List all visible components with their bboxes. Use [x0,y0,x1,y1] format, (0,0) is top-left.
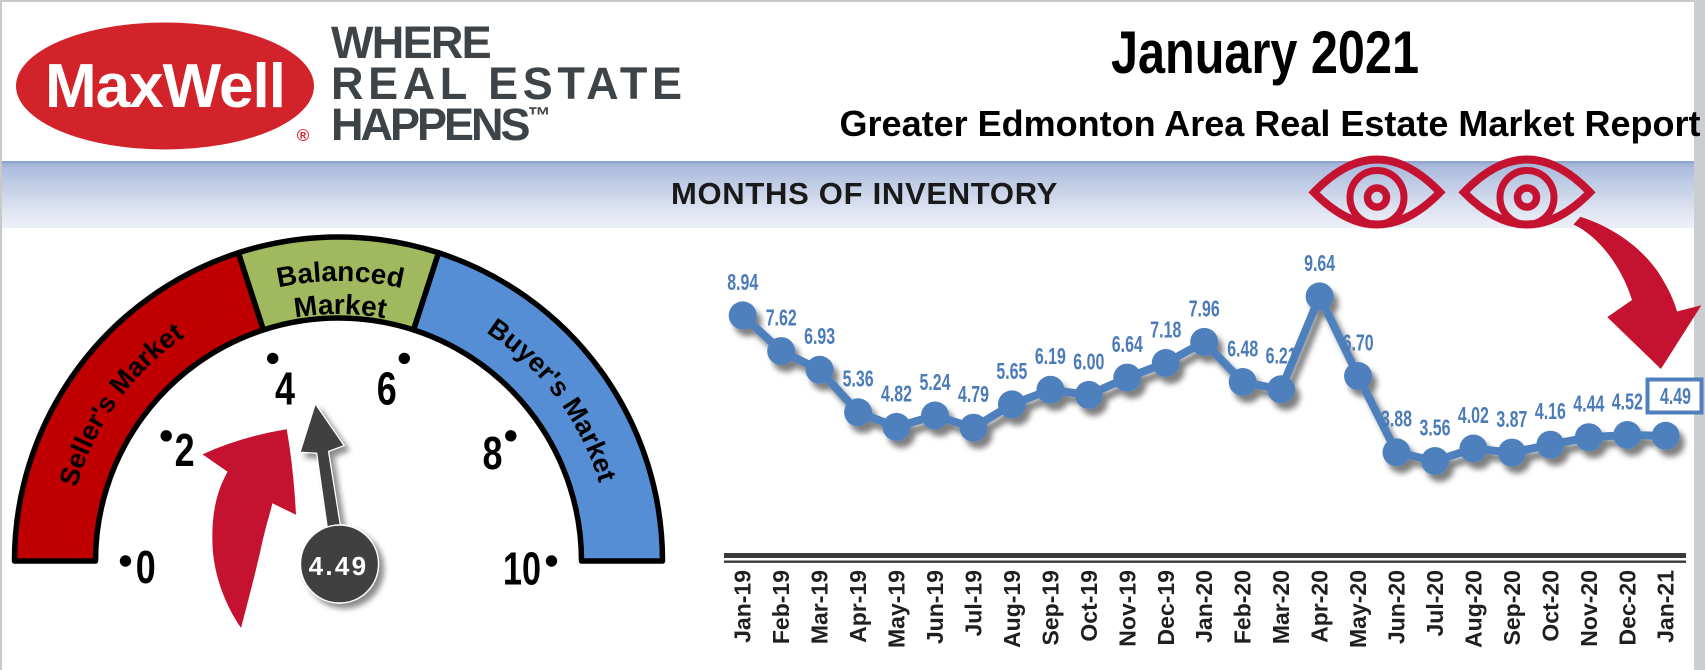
svg-text:5.36: 5.36 [843,366,874,392]
svg-text:Jan-19: Jan-19 [730,570,756,643]
svg-text:Jun-19: Jun-19 [922,570,948,644]
svg-text:6.21: 6.21 [1266,343,1297,369]
svg-text:3.56: 3.56 [1420,414,1451,440]
svg-text:6.70: 6.70 [1343,329,1374,355]
svg-text:6.00: 6.00 [1073,348,1104,374]
svg-text:4: 4 [275,363,295,415]
svg-text:6.48: 6.48 [1227,335,1258,361]
svg-text:Jan-20: Jan-20 [1191,570,1217,643]
svg-text:®: ® [297,126,310,145]
svg-text:8.94: 8.94 [727,269,758,295]
svg-text:Mar-19: Mar-19 [807,570,833,644]
svg-text:MaxWell: MaxWell [45,52,285,121]
svg-text:Jun-20: Jun-20 [1384,570,1410,644]
svg-text:Apr-19: Apr-19 [845,570,871,643]
svg-text:3.87: 3.87 [1496,406,1527,432]
svg-text:Feb-19: Feb-19 [768,570,794,644]
svg-text:Market: Market [292,289,389,324]
svg-text:May-20: May-20 [1345,570,1371,648]
svg-text:4.02: 4.02 [1458,402,1489,428]
svg-text:Sep-19: Sep-19 [1037,570,1063,645]
svg-text:4.82: 4.82 [881,380,912,406]
svg-text:2: 2 [175,424,195,476]
svg-text:0: 0 [136,541,156,593]
svg-text:4.79: 4.79 [958,381,989,407]
svg-text:Dec-20: Dec-20 [1614,570,1640,645]
svg-text:Feb-20: Feb-20 [1230,570,1256,644]
svg-text:7.18: 7.18 [1150,316,1181,342]
svg-text:10: 10 [503,543,541,595]
svg-text:8: 8 [483,427,503,479]
svg-text:4.44: 4.44 [1573,391,1604,417]
svg-text:Jul-20: Jul-20 [1422,570,1448,636]
svg-text:Nov-20: Nov-20 [1576,570,1602,647]
svg-text:Oct-20: Oct-20 [1537,570,1563,642]
svg-text:6: 6 [377,363,397,415]
svg-text:Sep-20: Sep-20 [1499,570,1525,645]
svg-text:4.52: 4.52 [1612,388,1643,414]
svg-text:9.64: 9.64 [1304,250,1335,276]
svg-text:Oct-19: Oct-19 [1076,570,1102,642]
svg-text:Nov-19: Nov-19 [1114,570,1140,647]
svg-text:Apr-20: Apr-20 [1307,570,1333,643]
svg-text:4.49: 4.49 [1660,383,1691,409]
svg-text:Aug-20: Aug-20 [1460,570,1486,648]
svg-text:Mar-20: Mar-20 [1268,570,1294,644]
svg-text:Dec-19: Dec-19 [1153,570,1179,645]
svg-text:6.19: 6.19 [1035,343,1066,369]
svg-text:7.96: 7.96 [1189,295,1220,321]
svg-text:Jul-19: Jul-19 [961,570,987,636]
svg-text:4.16: 4.16 [1535,398,1566,424]
svg-text:Jan-21: Jan-21 [1653,570,1679,643]
svg-text:Aug-19: Aug-19 [999,570,1025,648]
svg-text:7.62: 7.62 [766,305,797,331]
svg-text:5.24: 5.24 [920,369,951,395]
svg-text:May-19: May-19 [884,570,910,648]
svg-text:5.65: 5.65 [996,358,1027,384]
svg-text:4.49: 4.49 [309,551,369,581]
svg-text:6.64: 6.64 [1112,331,1143,357]
svg-text:6.93: 6.93 [804,323,835,349]
svg-text:3.88: 3.88 [1381,406,1412,432]
